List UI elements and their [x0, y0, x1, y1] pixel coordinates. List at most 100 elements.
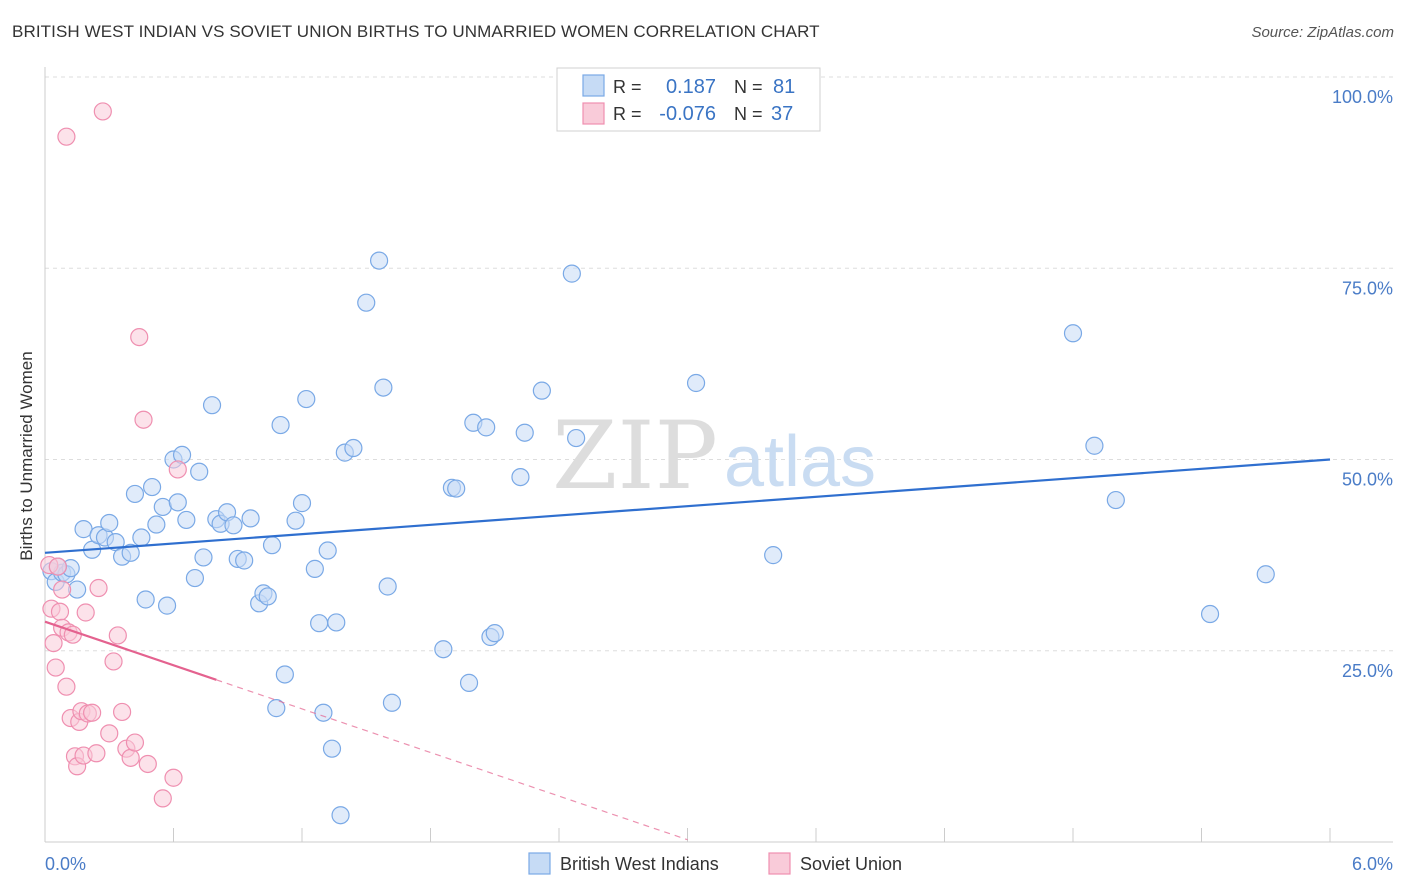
watermark: ZIP atlas	[552, 402, 876, 511]
point-british-west-indians	[310, 614, 329, 633]
trend-line-solid	[44, 458, 1331, 554]
point-soviet-union	[57, 127, 76, 146]
point-soviet-union	[125, 733, 145, 752]
point-british-west-indians	[511, 467, 530, 487]
point-british-west-indians	[190, 462, 209, 481]
y-tick-label: 50.0%	[1342, 470, 1393, 490]
point-british-west-indians	[121, 543, 140, 562]
point-british-west-indians	[532, 381, 551, 400]
point-british-west-indians	[258, 587, 277, 606]
legend-n-label: N =	[734, 77, 763, 97]
point-british-west-indians	[1085, 436, 1104, 455]
point-british-west-indians	[177, 510, 196, 530]
legend-label-british-west-indians: British West Indians	[560, 854, 719, 874]
point-british-west-indians	[567, 428, 586, 448]
point-british-west-indians	[370, 251, 389, 270]
point-british-west-indians	[157, 596, 177, 615]
point-soviet-union	[108, 626, 127, 645]
legend-r-value: -0.076	[659, 103, 716, 125]
watermark-zip: ZIP	[552, 402, 718, 511]
point-british-west-indians	[357, 293, 376, 312]
legend-r-value: 0.187	[666, 76, 716, 98]
point-soviet-union	[89, 578, 108, 598]
point-soviet-union	[57, 677, 76, 696]
trend-lines	[44, 458, 1331, 841]
trend-line-dashed	[216, 679, 688, 841]
point-soviet-union	[87, 744, 106, 763]
point-british-west-indians	[132, 528, 151, 547]
point-british-west-indians	[562, 264, 581, 283]
point-british-west-indians	[447, 479, 466, 498]
legend-n-label: N =	[734, 104, 763, 124]
point-british-west-indians	[271, 415, 290, 435]
point-soviet-union	[76, 603, 95, 622]
point-soviet-union	[93, 102, 112, 121]
point-british-west-indians	[147, 515, 166, 534]
point-british-west-indians	[305, 559, 324, 578]
legend-n-value: 37	[771, 103, 793, 125]
point-british-west-indians	[686, 373, 706, 393]
point-british-west-indians	[202, 396, 222, 415]
point-british-west-indians	[485, 624, 504, 643]
point-british-west-indians	[194, 548, 213, 567]
point-british-west-indians	[286, 511, 305, 530]
point-british-west-indians	[185, 568, 205, 588]
point-british-west-indians	[136, 590, 155, 609]
point-british-west-indians	[262, 536, 282, 555]
chart-title: BRITISH WEST INDIAN VS SOVIET UNION BIRT…	[12, 22, 820, 41]
legend-label-soviet-union: Soviet Union	[800, 854, 902, 874]
y-tick-labels: 25.0% 50.0% 75.0% 100.0%	[1332, 87, 1393, 681]
point-british-west-indians	[267, 699, 286, 718]
legend-swatch-british-west-indians	[528, 852, 551, 875]
point-british-west-indians	[125, 484, 145, 504]
point-soviet-union	[83, 703, 102, 722]
point-british-west-indians	[322, 739, 342, 758]
point-soviet-union	[121, 748, 140, 767]
x-tick-label-max: 6.0%	[1352, 854, 1393, 874]
point-british-west-indians	[142, 477, 162, 497]
point-british-west-indians	[314, 703, 333, 722]
grid-lines	[45, 76, 1393, 652]
point-soviet-union	[130, 328, 149, 347]
point-soviet-union	[164, 768, 183, 787]
series-legend: British West Indians Soviet Union	[528, 852, 902, 875]
point-british-west-indians	[275, 665, 294, 684]
point-soviet-union	[104, 652, 123, 671]
point-british-west-indians	[477, 418, 496, 437]
point-british-west-indians	[434, 640, 453, 659]
point-soviet-union	[46, 658, 65, 677]
point-british-west-indians	[374, 378, 393, 397]
point-british-west-indians	[318, 541, 337, 560]
y-tick-label: 25.0%	[1342, 661, 1393, 681]
x-tick-labels: 0.0% 6.0%	[45, 854, 1393, 874]
y-tick-label: 100.0%	[1332, 87, 1393, 107]
point-soviet-union	[100, 724, 119, 743]
point-soviet-union	[44, 633, 63, 653]
point-soviet-union	[53, 580, 72, 599]
watermark-atlas: atlas	[724, 422, 876, 502]
point-soviet-union	[112, 702, 132, 722]
point-british-west-indians	[459, 673, 479, 692]
legend-swatch-soviet-union	[768, 852, 791, 875]
point-british-west-indians	[241, 509, 260, 528]
point-british-west-indians	[297, 389, 316, 409]
point-british-west-indians	[292, 494, 312, 513]
legend-swatch-pink	[582, 102, 605, 125]
point-british-west-indians	[1200, 604, 1220, 624]
point-soviet-union	[134, 410, 153, 429]
point-british-west-indians	[1063, 324, 1083, 343]
correlation-legend: R = 0.187 N = 81 R = -0.076 N = 37	[556, 67, 821, 132]
legend-n-value: 81	[773, 76, 795, 98]
point-british-west-indians	[515, 423, 534, 442]
x-tick-label-min: 0.0%	[45, 854, 86, 874]
point-british-west-indians	[344, 438, 363, 458]
point-british-west-indians	[168, 493, 187, 512]
point-british-west-indians	[153, 497, 172, 517]
source-label: Source: ZipAtlas.com	[1251, 24, 1394, 41]
point-british-west-indians	[1256, 565, 1275, 584]
point-british-west-indians	[100, 513, 119, 533]
point-soviet-union	[50, 602, 70, 621]
series-british-west-indians	[42, 251, 1275, 825]
y-tick-label: 75.0%	[1342, 278, 1393, 298]
